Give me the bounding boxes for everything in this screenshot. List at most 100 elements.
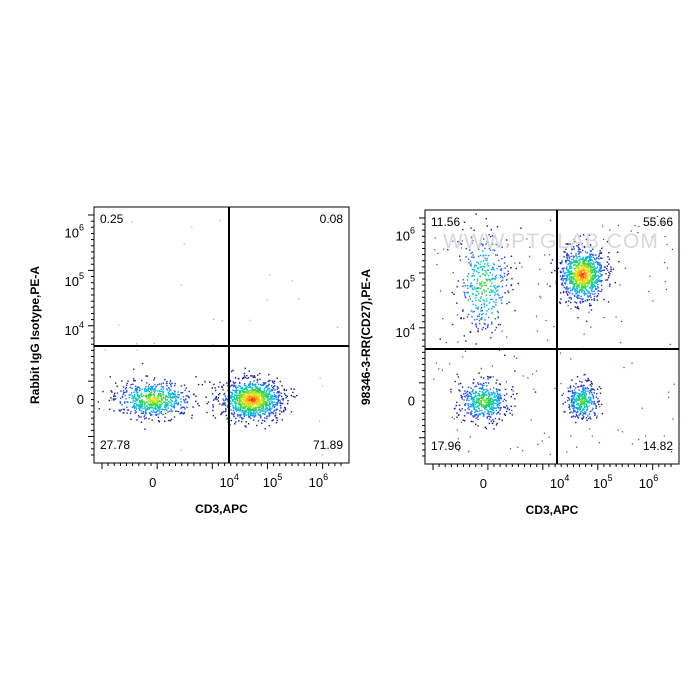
event-dot <box>469 286 471 288</box>
event-dot <box>135 392 137 394</box>
x-tick-label: 0 <box>149 475 156 490</box>
event-dot <box>291 280 294 282</box>
event-dot <box>584 285 586 287</box>
event-dot <box>578 252 581 255</box>
event-dot <box>608 285 611 287</box>
event-dot <box>468 273 470 275</box>
event-dot <box>259 388 261 390</box>
event-dot <box>576 257 578 260</box>
event-dot <box>469 298 471 300</box>
event-dot <box>582 275 584 277</box>
event-dot <box>487 325 489 327</box>
event-dot <box>141 392 143 395</box>
event-dot <box>583 413 585 415</box>
event-dot <box>570 402 572 404</box>
event-dot <box>497 311 499 314</box>
event-dot <box>146 408 149 410</box>
event-dot <box>445 341 447 344</box>
event-dot <box>589 401 591 404</box>
event-dot <box>477 308 479 310</box>
event-dot <box>568 267 571 270</box>
event-dot <box>578 274 581 276</box>
event-dot <box>152 411 154 413</box>
event-dot <box>500 268 503 270</box>
event-dot <box>589 384 591 386</box>
event-dot <box>482 404 485 406</box>
event-dot <box>469 264 472 266</box>
event-dot <box>467 404 469 406</box>
event-dot <box>246 397 249 400</box>
event-dot <box>283 409 285 412</box>
event-dot <box>569 390 571 392</box>
event-dot <box>174 394 176 396</box>
event-dot <box>110 397 112 399</box>
event-dot <box>495 399 497 401</box>
event-dot <box>475 385 477 387</box>
event-dot <box>578 389 580 391</box>
event-dot <box>575 383 577 385</box>
event-dot <box>157 409 159 411</box>
event-dot <box>492 289 494 292</box>
event-dot <box>569 264 571 267</box>
event-dot <box>164 403 166 406</box>
event-dot <box>568 262 570 265</box>
event-dot <box>488 395 490 398</box>
event-dot <box>585 277 588 279</box>
event-dot <box>463 221 466 223</box>
event-dot <box>140 407 142 409</box>
event-dot <box>587 296 589 298</box>
event-dot <box>503 406 505 408</box>
event-dot <box>245 395 248 398</box>
event-dot <box>135 411 137 413</box>
event-dot <box>462 310 464 312</box>
event-dot <box>144 389 146 391</box>
event-dot <box>586 293 588 295</box>
event-dot <box>473 286 476 288</box>
event-dot <box>494 278 497 280</box>
event-dot <box>177 402 180 404</box>
event-dot <box>585 267 587 270</box>
event-dot <box>256 406 258 409</box>
event-dot <box>507 244 509 246</box>
event-dot <box>261 407 263 409</box>
event-dot <box>565 271 567 274</box>
event-dot <box>251 384 254 386</box>
event-dot <box>485 290 488 292</box>
event-dot <box>470 398 472 400</box>
event-dot <box>593 401 595 403</box>
event-dot <box>162 397 164 399</box>
event-dot <box>268 402 271 404</box>
event-dot <box>504 256 506 258</box>
quadrant-value-bottom-left: 27.78 <box>100 438 130 452</box>
event-dot <box>153 394 155 397</box>
event-dot <box>271 380 274 382</box>
event-dot <box>487 288 489 290</box>
event-dot <box>247 394 249 396</box>
event-dot <box>473 400 475 403</box>
event-dot <box>477 330 479 333</box>
event-dot <box>180 385 183 387</box>
event-dot <box>292 395 295 398</box>
event-dot <box>152 404 155 407</box>
event-dot <box>608 258 610 260</box>
event-dot <box>572 398 575 400</box>
event-dot <box>270 401 273 403</box>
event-dot <box>481 385 484 387</box>
event-dot <box>489 279 491 281</box>
event-dot <box>230 385 232 387</box>
watermark-text: WWW.PTGLAB.COM <box>443 230 659 253</box>
event-dot <box>475 401 477 404</box>
event-dot <box>487 399 490 402</box>
event-dot <box>577 273 579 276</box>
event-dot <box>239 400 241 402</box>
event-dot <box>584 269 587 272</box>
event-dot <box>585 286 587 288</box>
event-dot <box>501 286 503 288</box>
event-dot <box>226 399 228 401</box>
event-dot <box>276 403 278 405</box>
event-dot <box>481 306 483 309</box>
event-dot <box>588 402 590 404</box>
event-dot <box>231 413 233 415</box>
event-dot <box>134 395 136 397</box>
